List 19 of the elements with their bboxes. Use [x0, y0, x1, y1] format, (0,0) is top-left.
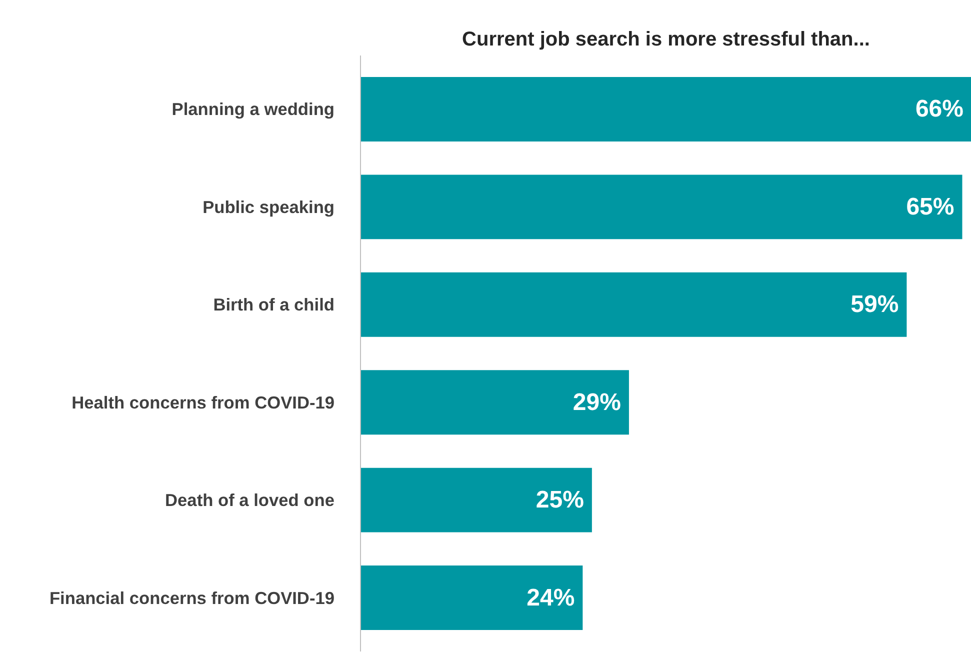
y-tick-label: Financial concerns from COVID-19	[49, 588, 335, 608]
data-label: 29%	[572, 388, 621, 416]
y-tick-label: Health concerns from COVID-19	[72, 392, 334, 412]
y-tick-label: Planning a wedding	[172, 99, 335, 120]
bar	[360, 566, 583, 630]
data-label: 66%	[915, 96, 964, 123]
y-tick-label: Public speaking	[202, 196, 335, 217]
bar	[360, 468, 592, 532]
bar	[360, 174, 962, 240]
y-tick-label: Birth of a child	[213, 294, 335, 315]
bar	[360, 370, 629, 435]
bar	[360, 76, 971, 142]
data-label: 65%	[906, 193, 954, 220]
bar	[360, 272, 907, 337]
y-tick-label: Death of a loved one	[165, 490, 335, 510]
data-label: 25%	[536, 486, 584, 514]
data-label: 24%	[526, 584, 575, 612]
chart-title: Current job search is more stressful than...	[462, 28, 870, 50]
data-label: 59%	[850, 291, 899, 318]
